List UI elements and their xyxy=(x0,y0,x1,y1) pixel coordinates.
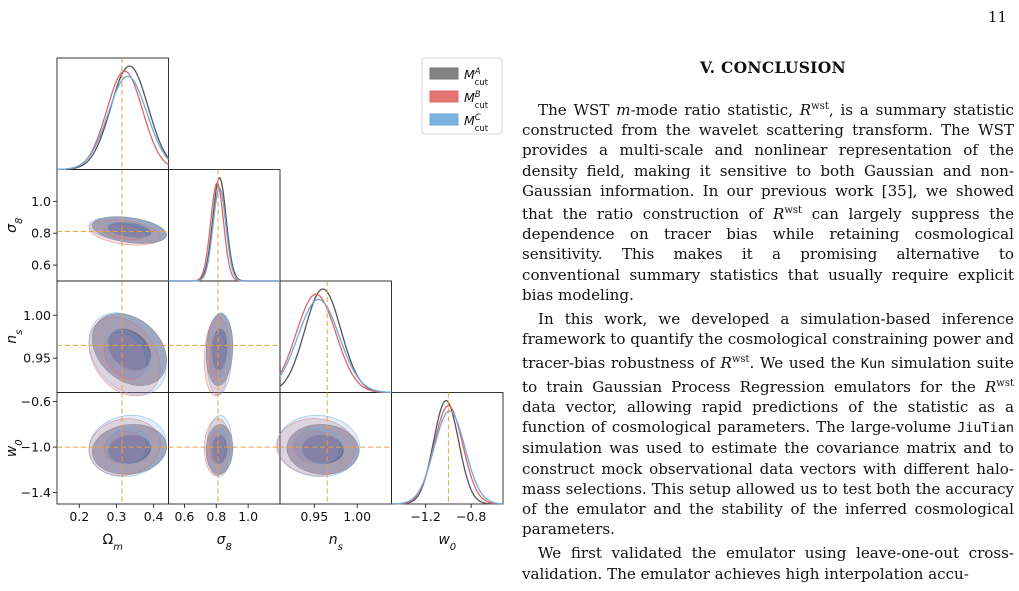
x-tick-label: 1.0 xyxy=(238,509,258,524)
marginal-M_cut^A xyxy=(57,65,170,171)
contour-M_cut^A xyxy=(107,221,152,238)
y-axis-label: w0 xyxy=(4,439,25,457)
text-run: data vector, allowing rapid predictions … xyxy=(522,397,1014,437)
x-tick-label: 0.6 xyxy=(174,509,194,524)
contour-M_cut^C xyxy=(294,428,343,464)
math-symbol: R xyxy=(799,101,812,120)
y-tick-label: 1.0 xyxy=(31,194,51,209)
x-axis-label: ns xyxy=(329,532,343,553)
contour-M_cut^B xyxy=(203,316,231,397)
text-run: simulation suite to train Gaussian Proce… xyxy=(522,353,1014,396)
code-name: Kun xyxy=(860,355,886,372)
math-symbol: R xyxy=(772,205,785,224)
contour-M_cut^C xyxy=(211,428,228,464)
x-axis-label: σ8 xyxy=(217,532,232,553)
contour-M_cut^C xyxy=(206,312,233,396)
x-tick-label: 0.8 xyxy=(206,509,226,524)
y-tick-label: −1.0 xyxy=(21,440,51,455)
text-run: -mode ratio statistic, xyxy=(630,101,800,120)
text-run: . We used the xyxy=(749,353,861,372)
y-tick-label: 0.6 xyxy=(31,258,51,273)
text-run: The WST xyxy=(538,101,617,120)
contour-M_cut^B xyxy=(88,219,161,246)
paragraph-1: The WST m-mode ratio statistic, Rwst, is… xyxy=(522,97,1014,305)
contour-M_cut^C xyxy=(206,415,233,477)
contour-M_cut^C xyxy=(277,415,361,477)
math-superscript: wst xyxy=(784,205,803,217)
y-tick-label: 0.8 xyxy=(31,226,51,241)
marginal-M_cut^C xyxy=(279,298,392,393)
contour-M_cut^C xyxy=(105,427,151,464)
text-run: can largely suppress the dependence on t… xyxy=(522,205,1015,304)
contour-M_cut^B xyxy=(103,224,146,240)
math-symbol: R xyxy=(984,377,997,396)
contour-M_cut^C xyxy=(88,312,167,396)
y-tick-label: 1.00 xyxy=(23,308,51,323)
text-column: V. CONCLUSION The WST m-mode ratio stati… xyxy=(522,58,1014,588)
page-number: 11 xyxy=(987,8,1007,26)
x-tick-label: 0.4 xyxy=(144,509,164,524)
paragraph-2: In this work, we developed a simulation-… xyxy=(522,309,1014,539)
panel-frame xyxy=(56,57,169,170)
panel-frame xyxy=(279,280,392,393)
y-axis-label: σ8 xyxy=(4,218,25,233)
math-symbol: R xyxy=(720,353,732,372)
marginal-M_cut^A xyxy=(391,399,503,505)
y-tick-label: −1.4 xyxy=(21,485,51,500)
marginal-M_cut^C xyxy=(391,410,504,505)
contour-M_cut^A xyxy=(211,434,228,465)
x-tick-label: 1.00 xyxy=(343,509,371,524)
contour-M_cut^C xyxy=(88,414,167,478)
contour-M_cut^C xyxy=(105,329,151,378)
text-run: , is a summary statistic constructed fro… xyxy=(522,101,1014,224)
legend-label-M_cut^A: MA cut xyxy=(464,67,489,88)
legend-label-M_cut^B: MB cut xyxy=(464,90,489,111)
x-tick-label: 0.2 xyxy=(69,509,89,524)
math-superscript: wst xyxy=(811,101,829,112)
marginal-M_cut^C xyxy=(168,187,280,282)
marginal-M_cut^C xyxy=(56,75,170,171)
legend-swatch-M_cut^C xyxy=(429,113,459,126)
x-tick-label: −1.2 xyxy=(410,509,440,524)
legend-label-M_cut^C: MC cut xyxy=(464,113,489,134)
x-tick-label: 0.95 xyxy=(300,509,328,524)
contour-M_cut^C xyxy=(211,329,228,378)
contour-M_cut^C xyxy=(105,222,151,238)
x-axis-label: Ωm xyxy=(103,532,124,553)
y-axis-label: ns xyxy=(4,330,25,344)
marginal-M_cut^B xyxy=(391,405,503,505)
text-run: We first validated the emulator using le… xyxy=(522,544,1014,583)
x-tick-label: 0.3 xyxy=(107,509,127,524)
x-tick-label: −0.8 xyxy=(456,509,486,524)
y-tick-label: −0.6 xyxy=(21,394,51,409)
x-axis-label: w0 xyxy=(438,532,456,553)
code-name: JiuTian xyxy=(957,420,1014,437)
math-superscript: wst xyxy=(731,353,750,365)
y-tick-label: 0.95 xyxy=(23,351,51,366)
panel-frame xyxy=(391,392,504,505)
legend-swatch-M_cut^B xyxy=(429,90,459,103)
legend-swatch-M_cut^A xyxy=(429,67,459,80)
math-superscript: wst xyxy=(996,377,1014,389)
contour-M_cut^C xyxy=(88,217,167,244)
section-title: V. CONCLUSION xyxy=(699,58,847,77)
text-run: simulation was used to estimate the cova… xyxy=(522,439,1014,539)
paragraph-3: We first validated the emulator using le… xyxy=(522,543,1014,583)
marginal-M_cut^B xyxy=(279,293,392,394)
math-symbol: m xyxy=(616,101,631,120)
text-run: In this work, we developed a simulation-… xyxy=(522,310,1014,372)
